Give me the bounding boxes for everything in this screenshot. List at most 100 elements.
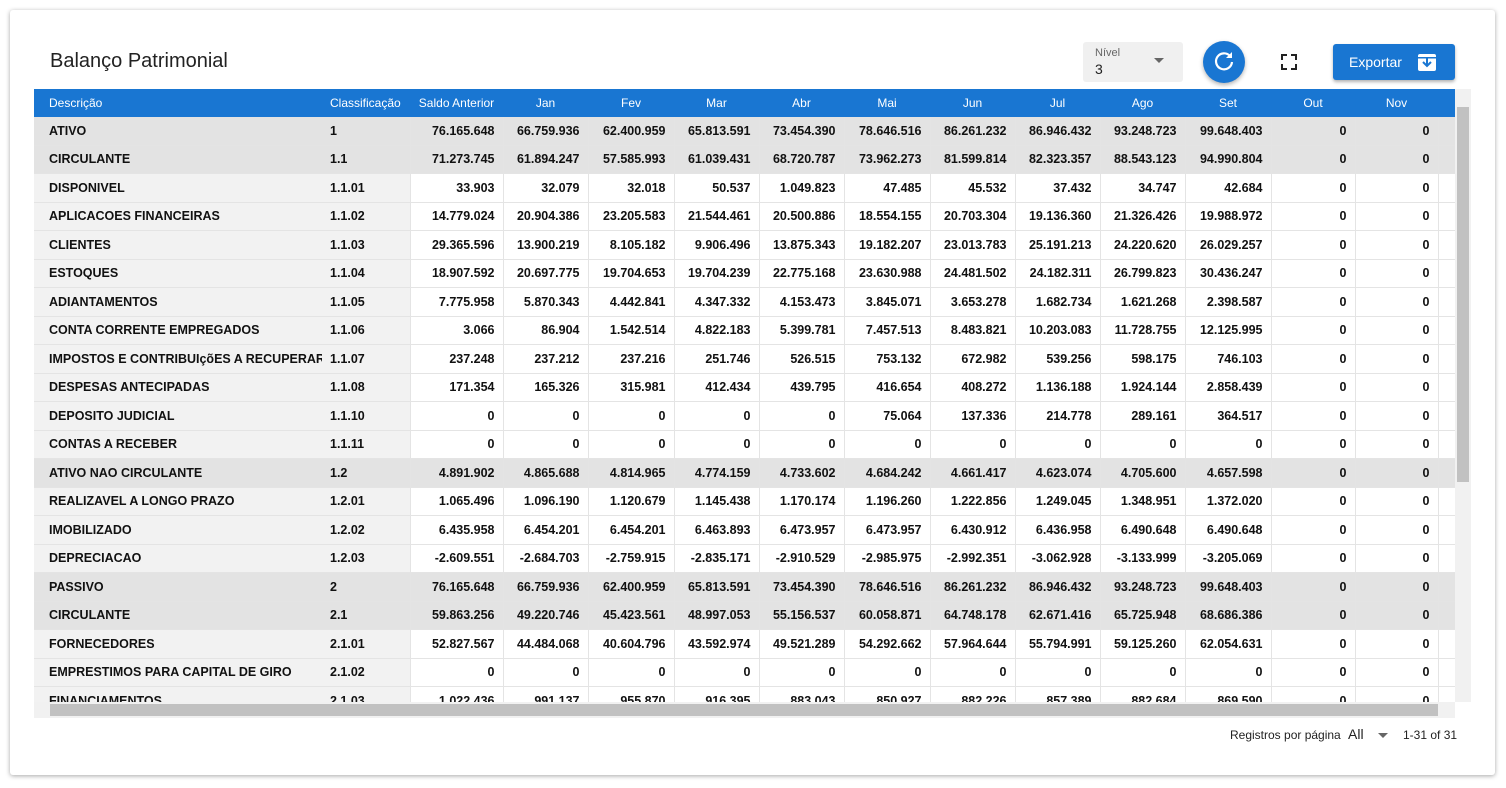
cell: 4.891.902: [410, 458, 504, 488]
cell: CIRCULANTE: [34, 601, 322, 630]
cell: IMPOSTOS E CONTRIBUIçõES A RECUPERAR: [34, 344, 322, 374]
export-icon: [1418, 54, 1436, 71]
cell: 21.326.426: [1100, 202, 1186, 231]
cell: 81.599.814: [930, 145, 1016, 174]
cell: 6.473.957: [759, 515, 845, 545]
level-select[interactable]: Nível 3: [1083, 42, 1183, 82]
cell: 0: [1355, 458, 1439, 488]
cell: [1438, 145, 1455, 174]
cell: 1.2: [322, 458, 411, 488]
cell: -3.133.999: [1100, 544, 1186, 573]
cell: 1.1.06: [322, 316, 411, 345]
cell: 991.137: [503, 686, 589, 702]
cell: 1.120.679: [588, 487, 675, 516]
cell: CIRCULANTE: [34, 145, 322, 174]
cell: 0: [1015, 430, 1101, 459]
cell: 20.697.775: [503, 259, 589, 288]
cell: 0: [674, 430, 760, 459]
cell: 0: [1355, 117, 1439, 146]
column-header: [1438, 89, 1455, 117]
cell: 0: [503, 658, 589, 687]
cell: 1.924.144: [1100, 373, 1186, 402]
cell: 2.1.01: [322, 629, 411, 659]
cell: 73.454.390: [759, 117, 845, 146]
cell: 37.432: [1015, 173, 1101, 203]
cell: 86.261.232: [930, 572, 1016, 602]
cell: 2.1.03: [322, 686, 411, 702]
cell: 0: [503, 430, 589, 459]
cell: [1438, 686, 1455, 702]
cell: 34.747: [1100, 173, 1186, 203]
cell: 19.988.972: [1185, 202, 1272, 231]
column-header: Abr: [759, 89, 844, 117]
cell: 8.105.182: [588, 230, 675, 260]
export-button[interactable]: Exportar: [1333, 44, 1455, 80]
cell: 4.684.242: [844, 458, 931, 488]
cell: DEPRECIACAO: [34, 544, 322, 573]
cell: 0: [1271, 601, 1356, 630]
cell: 23.630.988: [844, 259, 931, 288]
column-header: Jul: [1015, 89, 1100, 117]
column-header: Ago: [1100, 89, 1185, 117]
cell: 4.705.600: [1100, 458, 1186, 488]
cell: 6.435.958: [410, 515, 504, 545]
cell: 23.013.783: [930, 230, 1016, 260]
column-header: Nov: [1355, 89, 1438, 117]
cell: 0: [410, 658, 504, 687]
cell: 19.704.653: [588, 259, 675, 288]
cell: 8.483.821: [930, 316, 1016, 345]
row: APLICACOES FINANCEIRAS 1.1.02 14.779.024 20…: [34, 202, 1455, 231]
cell: [1438, 202, 1455, 231]
cell: 57.964.644: [930, 629, 1016, 659]
cell: 10.203.083: [1015, 316, 1101, 345]
cell: 49.521.289: [759, 629, 845, 659]
cell: 12.125.995: [1185, 316, 1272, 345]
cell: 0: [1355, 373, 1439, 402]
column-header: Saldo Anterior: [410, 89, 503, 117]
cell: 1.065.496: [410, 487, 504, 516]
refresh-button[interactable]: [1203, 41, 1245, 83]
cell: 19.136.360: [1015, 202, 1101, 231]
cell: 23.205.583: [588, 202, 675, 231]
cell: 4.822.183: [674, 316, 760, 345]
cell: 99.648.403: [1185, 572, 1272, 602]
cell: 13.900.219: [503, 230, 589, 260]
group-row: ATIVO 1 76.165.648 66.759.936 62.400.959 65.8…: [34, 117, 1455, 146]
cell: 2.1.02: [322, 658, 411, 687]
row: ADIANTAMENTOS 1.1.05 7.775.958 5.870.343 4.4…: [34, 287, 1455, 317]
fullscreen-button[interactable]: [1280, 53, 1298, 71]
cell: 408.272: [930, 373, 1016, 402]
cell: 0: [1271, 430, 1356, 459]
cell: 0: [1355, 202, 1439, 231]
cell: 19.704.239: [674, 259, 760, 288]
rows-per-page-select[interactable]: All: [1348, 726, 1364, 742]
rows-dropdown-arrow: [1378, 733, 1388, 738]
horizontal-scroll-thumb[interactable]: [50, 704, 1438, 716]
vertical-scroll-thumb[interactable]: [1457, 107, 1469, 482]
cell: 237.248: [410, 344, 504, 374]
row: IMPOSTOS E CONTRIBUIçõES A RECUPERAR 1.1.…: [34, 344, 1455, 374]
cell: 1.2.03: [322, 544, 411, 573]
cell: 882.226: [930, 686, 1016, 702]
cell: 6.430.912: [930, 515, 1016, 545]
cell: 0: [1355, 686, 1439, 702]
row: DESPESAS ANTECIPADAS 1.1.08 171.354 165.326…: [34, 373, 1455, 402]
cell: 1.222.856: [930, 487, 1016, 516]
cell: 0: [1355, 572, 1439, 602]
cell: 45.532: [930, 173, 1016, 203]
cell: 0: [759, 430, 845, 459]
cell: 40.604.796: [588, 629, 675, 659]
column-header: Fev: [588, 89, 674, 117]
cell: 869.590: [1185, 686, 1272, 702]
cell: FORNECEDORES: [34, 629, 322, 659]
cell: 24.481.502: [930, 259, 1016, 288]
cell: 66.759.936: [503, 572, 589, 602]
cell: CONTAS A RECEBER: [34, 430, 322, 459]
cell: EMPRESTIMOS PARA CAPITAL DE GIRO: [34, 658, 322, 687]
cell: 68.720.787: [759, 145, 845, 174]
cell: DISPONIVEL: [34, 173, 322, 203]
cell: 59.863.256: [410, 601, 504, 630]
cell: 1.1.08: [322, 373, 411, 402]
cell: 289.161: [1100, 401, 1186, 431]
cell: -2.835.171: [674, 544, 760, 573]
